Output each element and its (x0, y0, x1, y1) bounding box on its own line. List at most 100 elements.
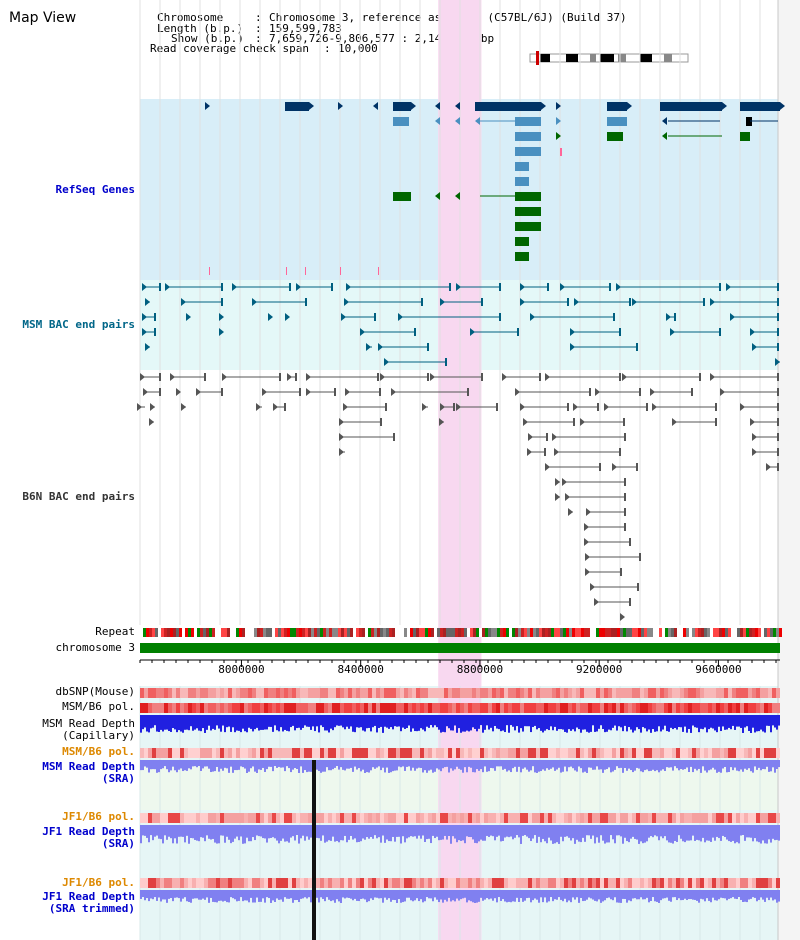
msm-b6-polymorphism-2 (236, 748, 240, 758)
repeat-element (545, 628, 548, 637)
msm-bac-pair-end (567, 298, 569, 306)
msm-capillary-depth (274, 715, 276, 726)
jf1-trimmed-depth (422, 890, 424, 903)
jf1-trimmed-depth (438, 890, 440, 903)
jf1-b6-polymorphism-2 (252, 878, 256, 888)
msm-b6-polymorphism-2 (212, 748, 216, 758)
jf1-sra-depth (550, 825, 552, 841)
msm-capillary-depth (366, 715, 368, 729)
jf1-b6-polymorphism (676, 813, 680, 823)
jf1-trimmed-depth (240, 890, 242, 898)
msm-capillary-depth (674, 715, 676, 729)
msm-b6-polymorphism (304, 703, 308, 713)
jf1-trimmed-depth (510, 890, 512, 903)
jf1-sra-depth (474, 825, 476, 843)
jf1-sra-depth (598, 825, 600, 843)
msm-sra-depth (766, 760, 768, 767)
msm-b6-polymorphism (676, 703, 680, 713)
msm-capillary-depth (196, 715, 198, 729)
b6n-bac-pair-end (467, 388, 469, 396)
msm-b6-polymorphism (524, 703, 528, 713)
dbsnp-density (644, 688, 648, 698)
msm-b6-polymorphism (604, 703, 608, 713)
jf1-sra-depth (732, 825, 734, 841)
dbsnp-density (324, 688, 328, 698)
repeat-element (503, 628, 506, 637)
jf1-sra-depth (674, 825, 676, 841)
jf1-b6-polymorphism-2 (380, 878, 384, 888)
msm-b6-polymorphism (364, 703, 368, 713)
repeat-element (185, 628, 188, 637)
jf1-b6-polymorphism (328, 813, 332, 823)
jf1-b6-polymorphism (232, 813, 236, 823)
jf1-trimmed-depth (338, 890, 340, 902)
jf1-sra-depth (778, 825, 780, 841)
refseq-gene (475, 102, 541, 111)
msm-b6-polymorphism (252, 703, 256, 713)
msm-sra-depth (594, 760, 596, 770)
jf1-sra-depth (774, 825, 776, 841)
repeat-element (389, 628, 392, 637)
msm-b6-polymorphism-2 (536, 748, 540, 758)
jf1-trimmed-depth (682, 890, 684, 901)
msm-b6-polymorphism-2 (252, 748, 256, 758)
msm-b6-polymorphism-2 (476, 748, 480, 758)
msm-sra-depth (572, 760, 574, 769)
b6n-bac-pair-end (594, 598, 599, 606)
msm-capillary-depth (182, 715, 184, 733)
jf1-b6-polymorphism-2 (776, 878, 780, 888)
dbsnp-density (156, 688, 160, 698)
b6n-bac-pair-end (672, 418, 677, 426)
jf1-sra-depth (716, 825, 718, 837)
jf1-sra-depth (444, 825, 446, 836)
repeat-element (572, 628, 575, 637)
msm-b6-polymorphism (240, 703, 244, 713)
repeat-element (746, 628, 749, 637)
jf1-b6-polymorphism-2 (364, 878, 368, 888)
msm-b6-polymorphism (748, 703, 752, 713)
repeat-element (587, 628, 590, 637)
dbsnp-density (344, 688, 348, 698)
msm-sra-depth (448, 760, 450, 773)
jf1-trimmed-depth (574, 890, 576, 900)
repeat-element (218, 628, 221, 637)
msm-capillary-depth (570, 715, 572, 731)
jf1-sra-depth (214, 825, 216, 843)
repeat-label: Repeat (95, 625, 135, 638)
msm-sra-depth (252, 760, 254, 767)
msm-sra-depth (772, 760, 774, 768)
msm-sra-depth (732, 760, 734, 771)
b6n-bac-pair-end (624, 508, 626, 516)
msm-capillary-depth (552, 715, 554, 731)
msm-b6-polymorphism-2 (708, 748, 712, 758)
jf1-trimmed-depth (754, 890, 756, 898)
jf1-trimmed-depth (142, 890, 144, 898)
jf1-trimmed-depth (176, 890, 178, 898)
repeat-element (497, 628, 500, 637)
jf1-b6-polymorphism-2 (704, 878, 708, 888)
jf1-sra-depth (392, 825, 394, 837)
jf1-trimmed-depth (616, 890, 618, 903)
jf1-sra-depth (628, 825, 630, 843)
jf1-sra-depth (280, 825, 282, 841)
msm-capillary-depth (638, 715, 640, 730)
msm-b6-polymorphism (476, 703, 480, 713)
repeat-element (341, 628, 344, 637)
msm-capillary-depth (284, 715, 286, 730)
repeat-element (239, 628, 242, 637)
jf1-sra-depth (596, 825, 598, 838)
refseq-gene (607, 102, 627, 111)
jf1-sra-depth (616, 825, 618, 836)
b6n-bac-pair-end (720, 388, 725, 396)
msm-capillary-depth (718, 715, 720, 727)
jf1-sra-depth (270, 825, 272, 838)
dbsnp-density (460, 688, 464, 698)
dbsnp-density (296, 688, 300, 698)
jf1-b6-polymorphism (736, 813, 740, 823)
jf1-b6-polymorphism-2 (416, 878, 420, 888)
jf1-b6-polymorphism-2 (468, 878, 472, 888)
msm-sra-depth (390, 760, 392, 773)
dbsnp-density (288, 688, 292, 698)
